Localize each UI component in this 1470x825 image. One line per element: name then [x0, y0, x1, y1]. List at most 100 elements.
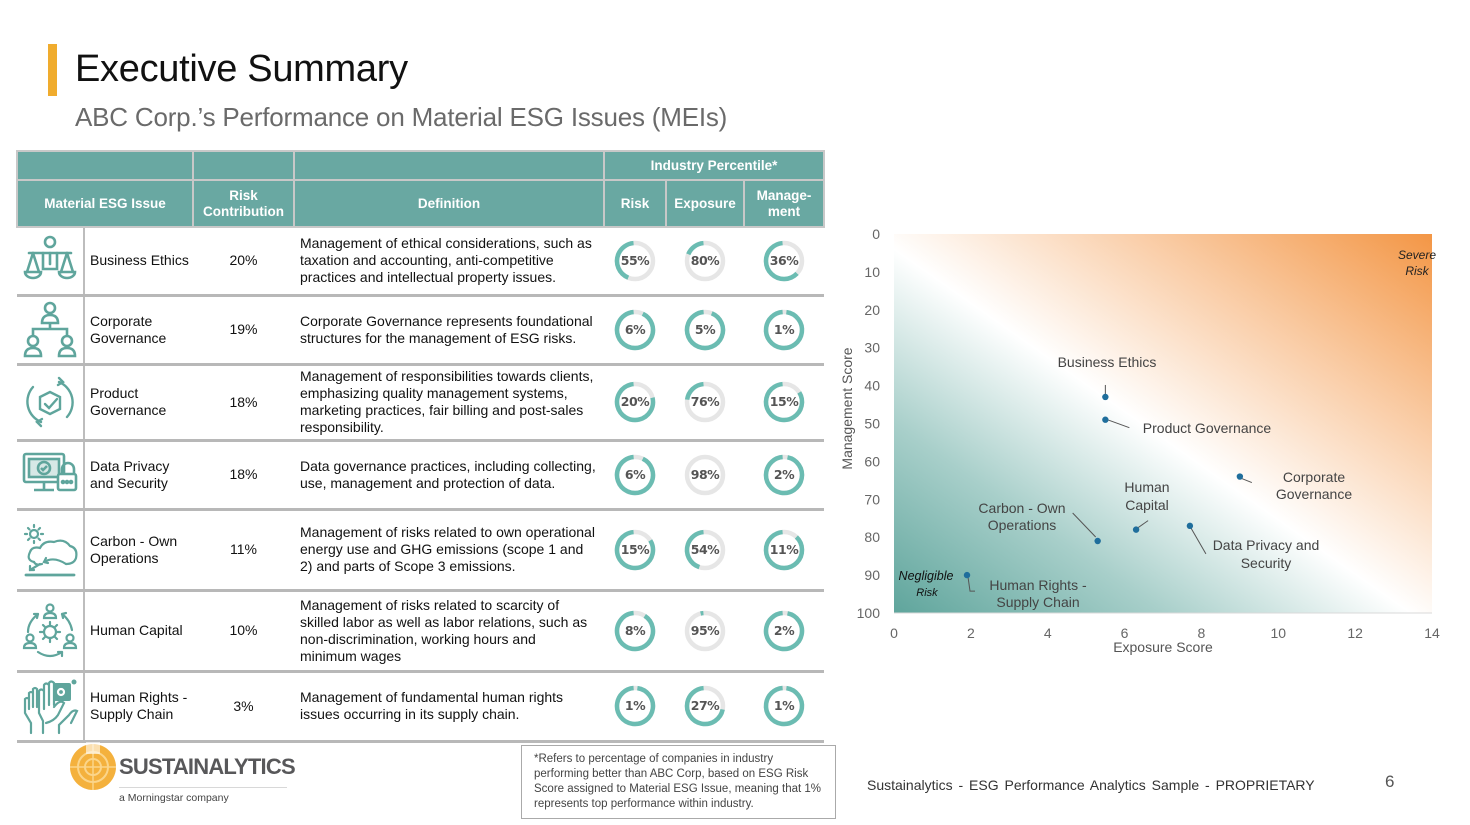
- point-leader-line: [1190, 527, 1207, 555]
- table-row: Corporate Governance 19% Corporate Gover…: [17, 295, 825, 366]
- percentile-ring-exposure: 80%: [683, 239, 727, 283]
- percentile-value: 15%: [769, 394, 799, 409]
- ring-svg: [763, 529, 805, 570]
- point-label: Security: [1241, 555, 1292, 571]
- y-tick-label: 70: [864, 491, 880, 507]
- percentile-ring-risk: 6%: [613, 308, 657, 352]
- ring-svg: [614, 685, 656, 727]
- percentile-ring-management: 1%: [762, 308, 806, 352]
- percentile-ring-risk: 15%: [613, 528, 657, 572]
- header-industry-percentile: Industry Percentile*: [602, 150, 826, 181]
- page-subtitle: ABC Corp.’s Performance on Material ESG …: [75, 102, 728, 132]
- ring-svg: [763, 454, 805, 495]
- percentile-value: 8%: [624, 622, 646, 638]
- ring-svg: [763, 240, 805, 281]
- ring-svg: [684, 381, 726, 423]
- issue-name: Product Governance: [84, 364, 193, 442]
- ring-svg: [684, 309, 726, 350]
- ring-svg: [614, 610, 656, 651]
- col-header-contribution: Risk Contribution: [192, 179, 295, 228]
- y-tick-label: 100: [857, 605, 881, 621]
- management-percentile-cell: 11%: [744, 509, 825, 592]
- percentile-value: 1%: [624, 698, 646, 713]
- risk-contribution: 18%: [193, 364, 294, 442]
- y-tick-label: 0: [872, 226, 880, 242]
- point-label: Human Rights -: [989, 577, 1087, 593]
- ring-svg: [763, 685, 805, 727]
- issue-name: Human Capital: [84, 590, 193, 673]
- risk-percentile-cell: 6%: [604, 440, 666, 511]
- table-row: Carbon - Own Operations 11% Management o…: [17, 509, 825, 592]
- point-leader-line: [1137, 520, 1149, 529]
- percentile-value: 2%: [773, 622, 795, 638]
- data-point: [1132, 526, 1140, 533]
- issue-icon-cell: [17, 671, 85, 743]
- ring-svg: [684, 454, 726, 495]
- percentile-value: 6%: [624, 321, 646, 337]
- x-axis-label: Exposure Score: [1113, 639, 1213, 655]
- risk-percentile-cell: 1%: [604, 671, 666, 743]
- sun-cloud-icon: [17, 522, 83, 578]
- sustainalytics-logo: SUSTAINALYTICS a Morningstar company: [66, 742, 296, 807]
- risk-contribution: 18%: [193, 440, 294, 511]
- percentile-value: 6%: [624, 466, 646, 482]
- x-tick-label: 8: [1198, 625, 1206, 641]
- management-percentile-cell: 15%: [744, 364, 825, 442]
- col-header-issue: Material ESG Issue: [16, 179, 194, 228]
- issue-icon-cell: [17, 227, 85, 297]
- x-tick-label: 14: [1424, 625, 1440, 641]
- percentile-ring-management: 15%: [762, 380, 806, 424]
- y-tick-label: 10: [864, 264, 880, 280]
- percentile-ring-management: 11%: [762, 528, 806, 572]
- point-label: Product Governance: [1143, 420, 1272, 436]
- issue-definition: Management of ethical considerations, su…: [294, 227, 604, 297]
- page-number: 6: [1385, 772, 1395, 791]
- risk-matrix-chart: 0 2 4 6 8 10 12 14 0 10 20 30 40 50 60 70 80 90 100 Exposur…: [830, 220, 1460, 670]
- ring-svg: [614, 454, 656, 495]
- logo-mark-icon: [70, 742, 116, 790]
- risk-matrix-svg: 0 2 4 6 8 10 12 14 0 10 20 30 40 50 60 70 80 90 100 Exposur…: [839, 226, 1440, 655]
- issue-definition: Management of risks related to scarcity …: [294, 590, 604, 673]
- issue-definition: Management of fundamental human rights i…: [294, 671, 604, 743]
- issue-name: Human Rights - Supply Chain: [84, 671, 193, 743]
- data-point: [1094, 537, 1101, 545]
- percentile-ring-risk: 6%: [613, 453, 657, 497]
- management-percentile-cell: 1%: [744, 671, 825, 743]
- y-axis-label: Management Score: [839, 347, 855, 469]
- severe-risk-label: Severe: [1398, 248, 1436, 262]
- data-point: [1102, 393, 1109, 401]
- point-leader-line: [1072, 512, 1097, 538]
- x-tick-label: 10: [1270, 625, 1286, 641]
- header-blank-1: [16, 150, 194, 181]
- y-tick-label: 20: [864, 302, 880, 318]
- point-label: Human: [1124, 479, 1169, 495]
- title-accent-bar: [48, 44, 57, 96]
- percentile-ring-risk: 8%: [613, 609, 657, 653]
- percentile-ring-management: 36%: [762, 239, 806, 283]
- percentile-ring-exposure: 54%: [683, 528, 727, 572]
- issue-definition: Management of responsibilities towards c…: [294, 364, 604, 442]
- logo-divider: [119, 787, 287, 788]
- percentile-value: 98%: [690, 466, 720, 482]
- issue-icon-cell: [17, 509, 85, 592]
- point-label: Carbon - Own: [978, 500, 1065, 516]
- exposure-percentile-cell: 54%: [666, 509, 744, 592]
- percentile-value: 1%: [773, 698, 795, 713]
- header-blank-3: [293, 150, 605, 181]
- data-point: [963, 571, 971, 579]
- data-point: [1186, 522, 1194, 530]
- issue-name: Business Ethics: [84, 227, 193, 297]
- percentile-value: 11%: [769, 541, 799, 557]
- percentile-value: 95%: [690, 622, 720, 638]
- percentile-ring-exposure: 98%: [683, 453, 727, 497]
- y-tick-label: 50: [864, 416, 880, 432]
- y-tick-label: 90: [864, 567, 880, 583]
- point-label: Corporate: [1283, 469, 1345, 485]
- negligible-risk-label: Negligible: [899, 569, 954, 583]
- management-percentile-cell: 36%: [744, 227, 825, 297]
- percentile-value: 15%: [620, 541, 650, 557]
- percentile-value: 55%: [620, 252, 650, 268]
- ring-svg: [763, 610, 805, 651]
- plot-area-gradient: [894, 234, 1432, 613]
- col-header-definition: Definition: [293, 179, 605, 228]
